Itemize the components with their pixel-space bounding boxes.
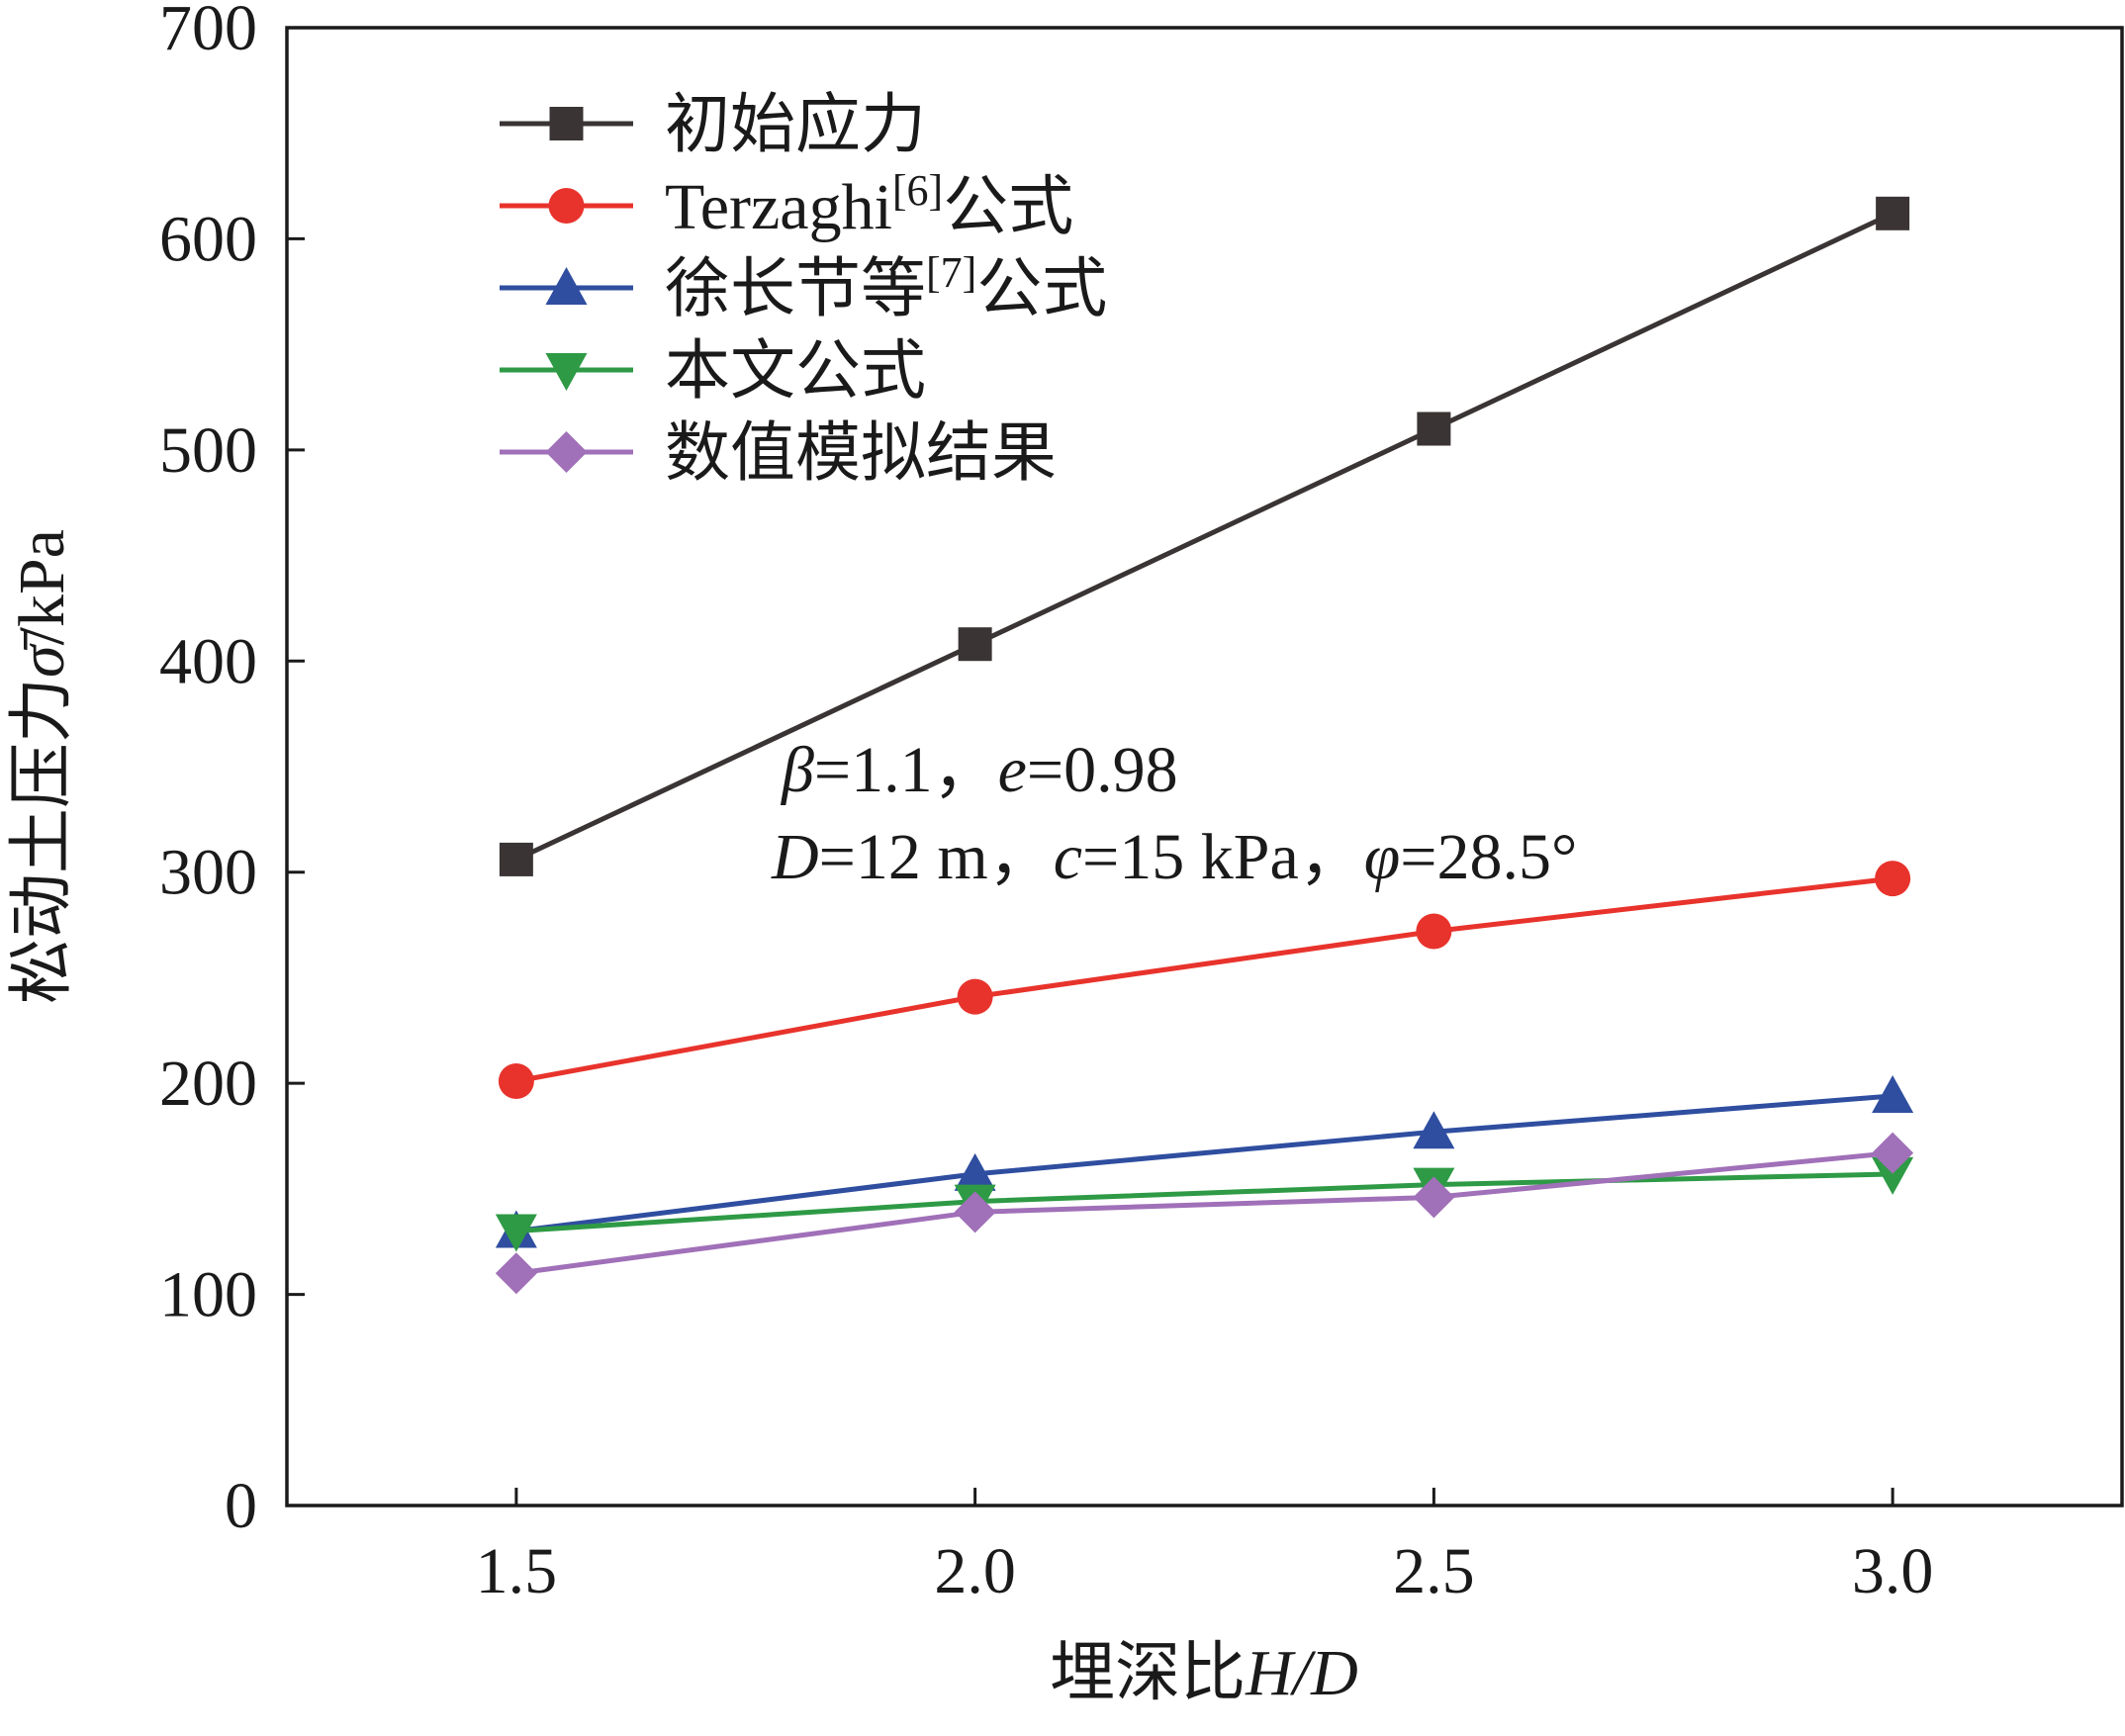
- y-tick-label: 500: [159, 414, 257, 487]
- legend-label: 数值模拟结果: [665, 414, 1057, 491]
- annotation-line-2: D=12 m，c=15 kPa，φ=28.5°: [771, 821, 1577, 893]
- x-tick-label: 3.0: [1852, 1535, 1934, 1607]
- legend-entry: 本文公式: [500, 332, 926, 409]
- axis-ticks: 0 100 200 300 400 500 600 700 1.5 2.0 2.5 3.0: [159, 0, 1933, 1607]
- series-line: [515, 1093, 1894, 1234]
- data-point: [499, 842, 533, 876]
- data-point: [1872, 1132, 1914, 1174]
- legend-label: Terzaghi[6]公式: [665, 166, 1073, 244]
- legend-marker: [548, 188, 585, 224]
- x-axis-label: 埋深比H/D: [1050, 1634, 1358, 1710]
- data-point: [1417, 411, 1451, 446]
- data-point: [498, 1063, 534, 1100]
- legend-entry: 数值模拟结果: [500, 414, 1057, 491]
- annotation-line-1: β=1.1，e=0.98: [780, 734, 1178, 806]
- legend-marker: [545, 267, 588, 305]
- data-point: [954, 1191, 996, 1233]
- series-3: [495, 1074, 1914, 1248]
- series-2: [498, 861, 1911, 1100]
- data-point: [954, 1152, 996, 1191]
- legend-marker: [549, 107, 584, 140]
- data-point: [1872, 1156, 1914, 1195]
- y-tick-label: 700: [159, 0, 257, 64]
- data-point: [1872, 1074, 1914, 1113]
- series-layer: [495, 196, 1914, 1295]
- legend-marker: [545, 431, 588, 473]
- data-point: [495, 1214, 537, 1252]
- legend-entry: Terzaghi[6]公式: [500, 166, 1073, 244]
- y-tick-label: 100: [159, 1259, 257, 1331]
- series-line: [515, 1171, 1894, 1234]
- legend-entry: 徐长节等[7]公式: [500, 248, 1107, 326]
- data-point: [1416, 913, 1452, 950]
- legend-label: 初始应力: [665, 86, 926, 162]
- legend-entry: 初始应力: [500, 86, 926, 162]
- x-axis-label-prefix: 埋深比: [1050, 1634, 1246, 1710]
- y-tick-label: 600: [159, 203, 257, 275]
- data-point: [1413, 1111, 1455, 1149]
- y-tick-label: 300: [159, 837, 257, 909]
- series-line: [515, 1150, 1894, 1276]
- y-tick-label: 0: [225, 1470, 257, 1542]
- y-axis-label-unit: /kPa: [6, 529, 78, 645]
- data-point: [958, 627, 992, 662]
- x-tick-label: 2.0: [934, 1535, 1016, 1607]
- legend-label: 本文公式: [665, 332, 926, 409]
- x-axis-label-var: H/D: [1245, 1637, 1358, 1709]
- data-point: [1876, 196, 1910, 230]
- y-axis-label: 松动土压力σ̄/kPa: [3, 529, 79, 1004]
- data-point: [1413, 1176, 1455, 1219]
- x-tick-label: 2.5: [1393, 1535, 1475, 1607]
- y-tick-label: 400: [159, 625, 257, 697]
- legend-marker: [545, 353, 588, 391]
- data-point: [1875, 861, 1911, 897]
- data-point: [957, 978, 993, 1015]
- series-5: [495, 1132, 1914, 1295]
- x-tick-label: 1.5: [476, 1535, 558, 1607]
- plot-frame: [285, 26, 2124, 1508]
- legend-label: 徐长节等[7]公式: [665, 248, 1107, 326]
- data-point: [495, 1252, 537, 1295]
- series-1: [499, 196, 1910, 876]
- y-tick-label: 200: [159, 1048, 257, 1120]
- series-line: [514, 211, 1894, 863]
- series-line: [515, 875, 1894, 1084]
- y-axis-label-prefix: 松动土压力: [3, 678, 79, 1004]
